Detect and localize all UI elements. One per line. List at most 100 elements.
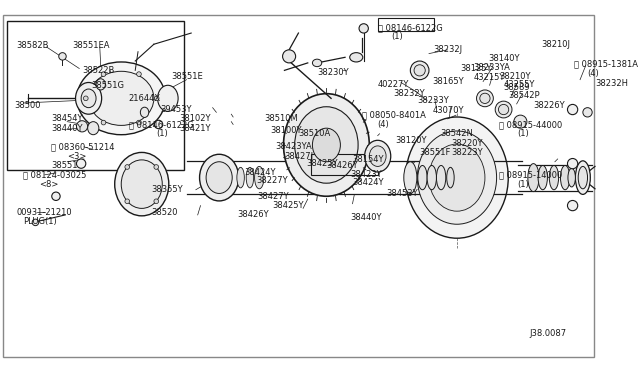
Ellipse shape — [568, 201, 578, 211]
Text: 38425Y: 38425Y — [272, 201, 304, 210]
Text: 38223Y: 38223Y — [451, 148, 483, 157]
Text: 38542P: 38542P — [508, 91, 540, 100]
Text: (1): (1) — [518, 129, 529, 138]
Text: Ⓜ 08915-44000: Ⓜ 08915-44000 — [499, 120, 562, 129]
Ellipse shape — [255, 166, 264, 189]
Ellipse shape — [206, 162, 232, 193]
Text: (1): (1) — [518, 180, 529, 189]
Text: 43070Y: 43070Y — [433, 106, 464, 115]
Text: 38424Y: 38424Y — [353, 178, 384, 187]
Ellipse shape — [538, 166, 547, 190]
Ellipse shape — [76, 121, 88, 132]
Text: 38120Y: 38120Y — [396, 136, 427, 145]
Text: (4): (4) — [377, 120, 388, 129]
Ellipse shape — [200, 154, 239, 201]
Text: (1): (1) — [157, 129, 168, 138]
Text: 39453Y: 39453Y — [161, 105, 192, 114]
Ellipse shape — [115, 153, 169, 216]
Ellipse shape — [436, 166, 446, 190]
Text: 38426Y: 38426Y — [237, 211, 269, 219]
Ellipse shape — [312, 59, 322, 67]
Ellipse shape — [477, 90, 493, 107]
Ellipse shape — [568, 168, 575, 187]
Ellipse shape — [88, 71, 154, 125]
Text: 38453Y: 38453Y — [386, 189, 418, 198]
Ellipse shape — [568, 158, 578, 169]
Ellipse shape — [76, 159, 86, 168]
Ellipse shape — [32, 219, 38, 226]
Ellipse shape — [96, 79, 106, 90]
Text: PLUG(1): PLUG(1) — [23, 217, 57, 226]
Text: 43255Y: 43255Y — [504, 80, 535, 89]
Ellipse shape — [447, 167, 454, 188]
Ellipse shape — [514, 115, 527, 128]
Ellipse shape — [88, 122, 99, 135]
Ellipse shape — [136, 72, 141, 76]
Ellipse shape — [81, 89, 96, 108]
Text: Ⓑ 08124-03025: Ⓑ 08124-03025 — [23, 170, 86, 179]
Ellipse shape — [365, 140, 391, 172]
Text: 38522B: 38522B — [82, 66, 115, 75]
Text: 21644X: 21644X — [129, 94, 161, 103]
Text: 38424Y: 38424Y — [244, 169, 276, 177]
Text: 38220Y: 38220Y — [451, 139, 483, 148]
Ellipse shape — [499, 105, 509, 115]
Ellipse shape — [495, 101, 512, 118]
Text: Ⓢ 08360-51214: Ⓢ 08360-51214 — [51, 142, 115, 151]
Text: 38542N: 38542N — [440, 129, 473, 138]
Text: 38454Y: 38454Y — [51, 114, 83, 124]
Text: 38551G: 38551G — [92, 81, 124, 90]
Text: 38125Y: 38125Y — [461, 64, 492, 73]
Ellipse shape — [283, 50, 296, 63]
Ellipse shape — [154, 165, 159, 169]
Ellipse shape — [312, 128, 340, 162]
Text: <3>: <3> — [67, 152, 86, 161]
Text: 38233Y: 38233Y — [418, 96, 449, 105]
Text: 38210J: 38210J — [541, 40, 570, 49]
Ellipse shape — [154, 96, 159, 101]
Text: 38233YA: 38233YA — [474, 63, 511, 72]
Text: 00931-21210: 00931-21210 — [17, 208, 72, 217]
Text: 38440Y: 38440Y — [351, 213, 382, 222]
Ellipse shape — [154, 120, 163, 129]
Ellipse shape — [480, 93, 490, 103]
Text: 38232J: 38232J — [434, 45, 463, 54]
Ellipse shape — [121, 160, 163, 208]
Text: 38589: 38589 — [504, 83, 530, 92]
Ellipse shape — [101, 72, 106, 76]
Ellipse shape — [140, 107, 148, 118]
Text: 38154Y: 38154Y — [353, 155, 384, 164]
Text: Ⓑ 08146-6122G: Ⓑ 08146-6122G — [129, 120, 193, 129]
Text: 38551E: 38551E — [172, 73, 204, 81]
Text: 38440Y: 38440Y — [51, 124, 83, 133]
Text: (4): (4) — [588, 69, 599, 78]
Text: (1): (1) — [392, 32, 403, 41]
Text: Ⓑ 08146-6122G: Ⓑ 08146-6122G — [378, 23, 442, 32]
Text: 38230Y: 38230Y — [317, 68, 349, 77]
Text: 38421Y: 38421Y — [179, 124, 211, 133]
Text: 38140Y: 38140Y — [489, 54, 520, 63]
Ellipse shape — [410, 61, 429, 80]
Text: 38165Y: 38165Y — [433, 77, 465, 86]
Text: 38551: 38551 — [51, 161, 78, 170]
Text: 38100Y: 38100Y — [271, 126, 302, 135]
Text: Ⓜ 08915-14000: Ⓜ 08915-14000 — [499, 170, 562, 179]
Text: J38.0087: J38.0087 — [530, 329, 567, 338]
Text: 38427J: 38427J — [284, 152, 314, 161]
Text: 38423Y: 38423Y — [351, 170, 382, 179]
Ellipse shape — [125, 199, 129, 203]
Ellipse shape — [52, 192, 60, 201]
Ellipse shape — [578, 166, 588, 189]
Ellipse shape — [561, 166, 570, 190]
Text: 38426Y: 38426Y — [326, 161, 358, 170]
Ellipse shape — [404, 162, 417, 193]
Ellipse shape — [417, 131, 497, 224]
Ellipse shape — [418, 166, 427, 190]
Text: 43215Y: 43215Y — [474, 73, 505, 82]
Ellipse shape — [59, 53, 66, 60]
Ellipse shape — [246, 167, 253, 188]
Ellipse shape — [294, 107, 358, 183]
Ellipse shape — [369, 146, 386, 166]
Text: 38102Y: 38102Y — [179, 114, 211, 124]
Bar — [7, 21, 184, 170]
